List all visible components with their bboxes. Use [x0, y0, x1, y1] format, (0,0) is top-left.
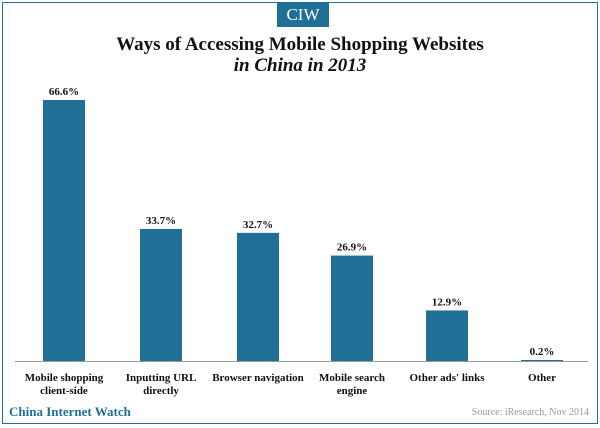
bar-value-label: 33.7% [146, 215, 176, 227]
category-label: Browser navigation [212, 372, 304, 384]
bar [521, 360, 563, 361]
bar-value-label: 12.9% [432, 296, 462, 308]
chart-title: Ways of Accessing Mobile Shopping Websit… [116, 34, 484, 55]
bar [237, 232, 279, 361]
bar-value-label: 26.9% [337, 242, 367, 254]
brand-label: China Internet Watch [9, 404, 131, 419]
bar-value-label: 32.7% [243, 219, 273, 231]
category-label: Mobile shopping client-side [25, 372, 104, 397]
category-label: Inputting URL directly [126, 372, 197, 397]
category-label: Other ads' links [410, 372, 486, 384]
bar-value-label: 66.6% [49, 86, 79, 98]
bar [140, 228, 182, 361]
source-label: Source: iResearch, Nov 2014 [471, 407, 589, 418]
ciw-logo: CIW [277, 3, 329, 27]
category-label: Mobile search engine [319, 372, 385, 397]
bar [43, 100, 85, 361]
chart-subtitle: in China in 2013 [233, 55, 367, 76]
bar [426, 310, 468, 361]
category-label: Other [528, 372, 556, 384]
chart-frame: CIW Ways of Accessing Mobile Shopping We… [2, 2, 598, 424]
bar-chart: 66.6% Mobile shopping client-side 33.7% Inpu… [15, 86, 588, 397]
bar-value-label: 0.2% [530, 346, 555, 358]
bar [331, 255, 373, 361]
